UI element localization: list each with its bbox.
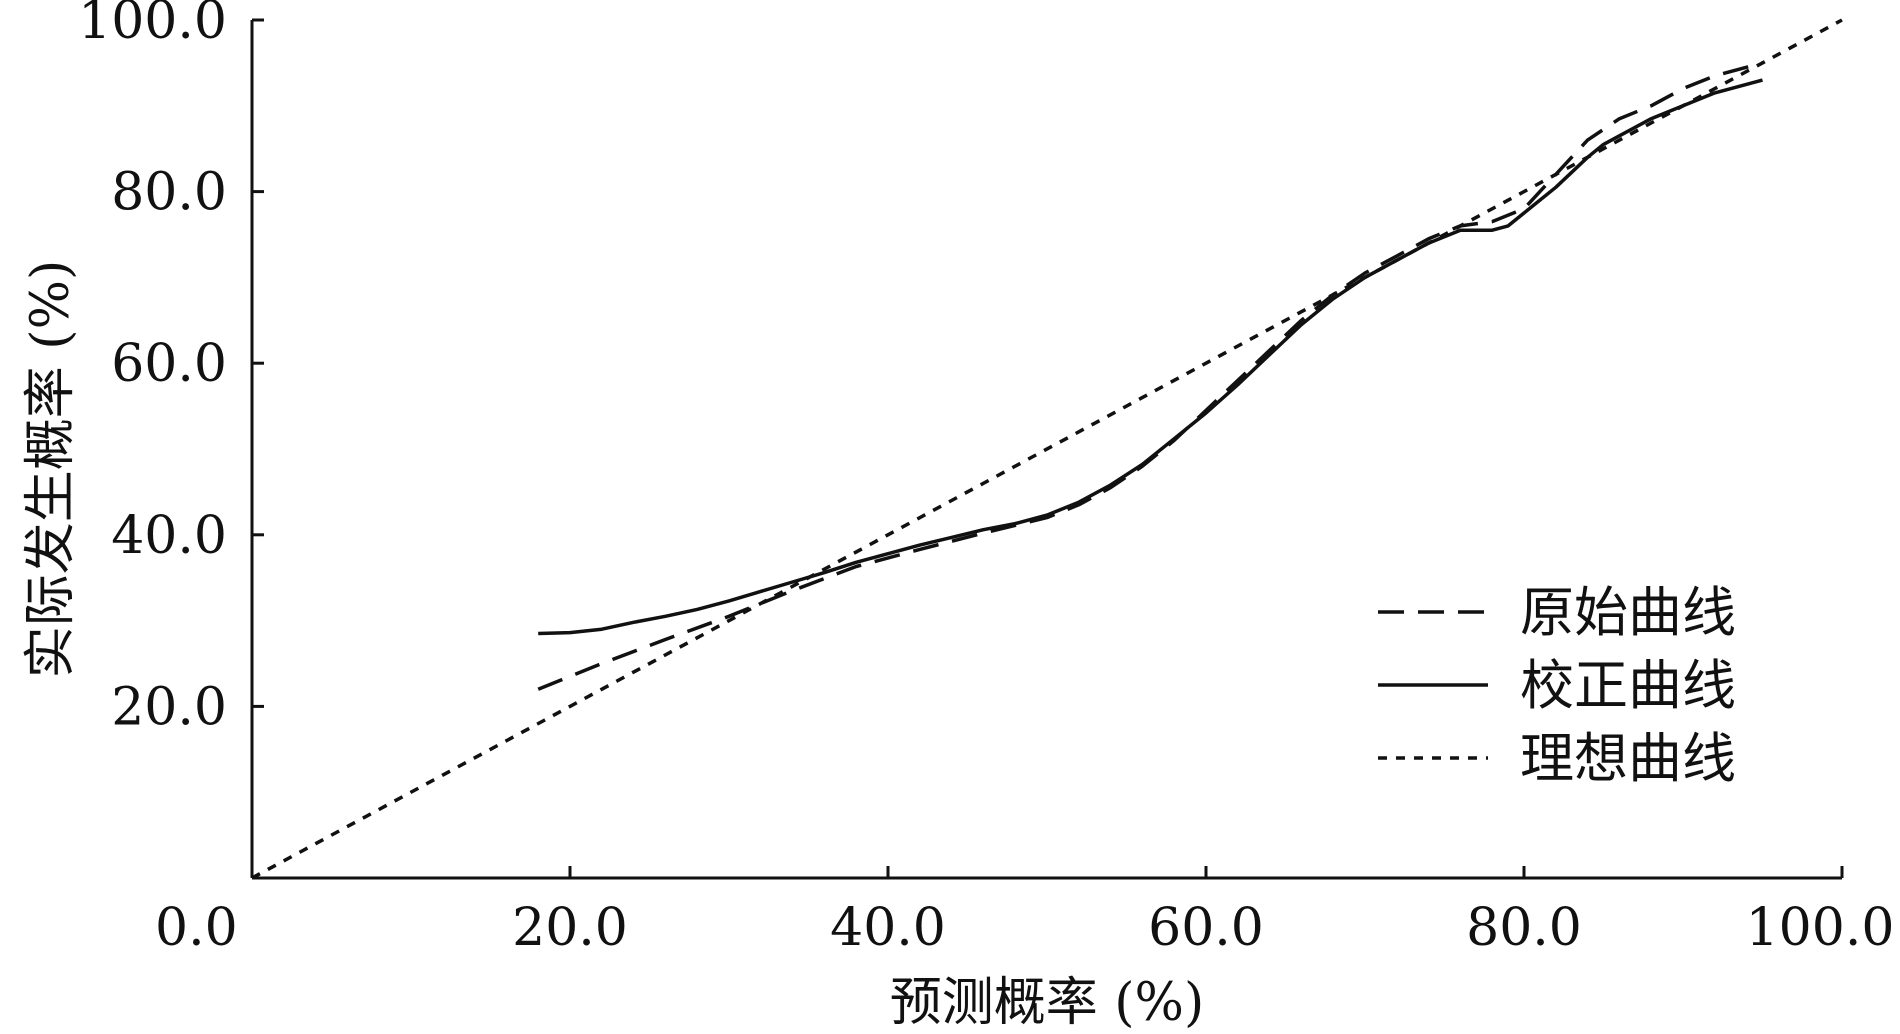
series-line-3: [251, 18, 1843, 880]
y-tick-label: 20.0: [111, 677, 227, 737]
series-group: [251, 18, 1843, 880]
legend-label: 理想曲线: [1520, 727, 1736, 790]
y-axis-title: 实际发生概率 (%): [21, 260, 81, 679]
x-axis-title: 预测概率 (%): [890, 973, 1205, 1033]
x-tick-label: 0.0: [155, 898, 238, 958]
y-tick-label: 100.0: [78, 0, 227, 51]
series-line-1: [537, 61, 1763, 691]
legend-label: 原始曲线: [1520, 581, 1736, 644]
y-tick-label: 80.0: [111, 163, 227, 223]
legend-label: 校正曲线: [1520, 654, 1736, 717]
x-tick-label: 80.0: [1466, 898, 1582, 958]
x-tick-label: 60.0: [1148, 898, 1264, 958]
x-axis-ticks: 0.0 20.0 40.0 60.0 80.0 100.0: [155, 866, 1894, 958]
axes: [250, 20, 1842, 880]
x-tick-label: 40.0: [830, 898, 946, 958]
y-axis-ticks: 20.0 40.0 60.0 80.0 100.0: [78, 0, 264, 737]
y-tick-label: 60.0: [111, 334, 227, 394]
series-line-2: [538, 78, 1763, 636]
x-tick-label: 20.0: [512, 898, 628, 958]
x-tick-label: 100.0: [1746, 898, 1895, 958]
y-tick-label: 40.0: [111, 506, 227, 566]
